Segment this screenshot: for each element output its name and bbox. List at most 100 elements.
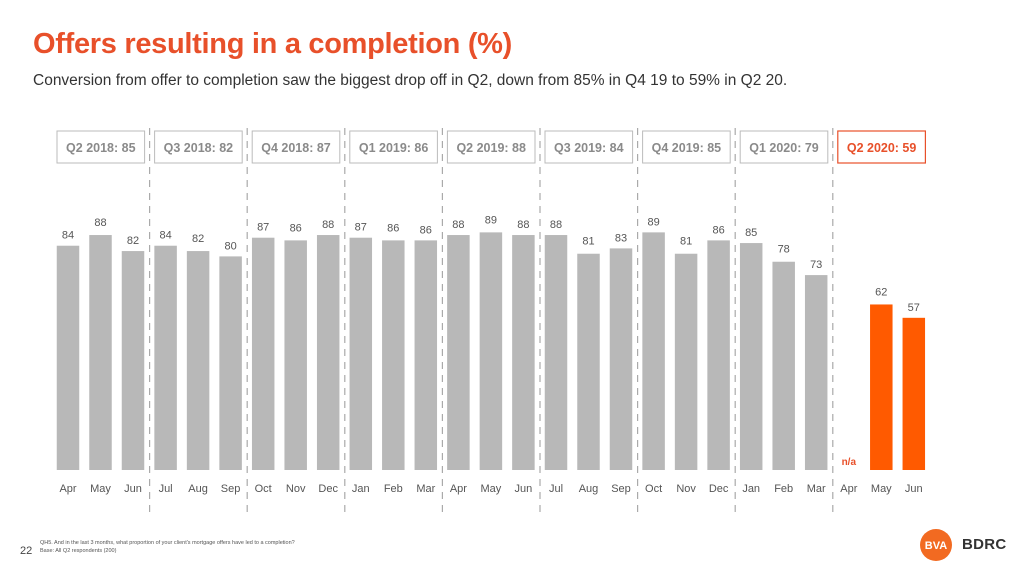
data-label: 81 xyxy=(582,236,594,248)
month-label: Aug xyxy=(579,483,599,495)
company-logo: BVA BDRC xyxy=(918,528,1014,562)
month-label: May xyxy=(90,483,111,495)
quarter-box xyxy=(446,130,536,164)
bar xyxy=(674,253,698,470)
logo-text: BDRC xyxy=(962,536,1007,553)
data-label: 89 xyxy=(485,214,497,226)
footnote-question: QH5. And in the last 3 months, what prop… xyxy=(40,540,295,546)
bar xyxy=(902,317,926,470)
month-label: Jun xyxy=(515,483,533,495)
bar xyxy=(121,251,145,470)
data-label: 57 xyxy=(908,302,920,314)
bar xyxy=(642,232,665,470)
quarter-label: Q2 2019: 88 xyxy=(456,141,526,155)
footnote-base: Base: All Q2 respondents (200) xyxy=(40,548,117,554)
missing-value-label: n/a xyxy=(842,457,857,468)
data-label: 84 xyxy=(62,230,74,242)
month-label: Jun xyxy=(905,483,923,495)
data-label: 88 xyxy=(550,219,562,231)
page-subtitle: Conversion from offer to completion saw … xyxy=(33,72,788,89)
month-label: Mar xyxy=(807,483,826,495)
month-label: Feb xyxy=(384,483,403,495)
data-label: 88 xyxy=(452,219,464,231)
month-label: Jul xyxy=(159,483,173,495)
logo-mark-icon: BVA xyxy=(920,529,952,561)
bar xyxy=(316,235,340,470)
bar xyxy=(382,240,405,470)
data-label: 80 xyxy=(224,240,236,252)
month-label: Jun xyxy=(124,483,142,495)
data-label: 86 xyxy=(712,224,724,236)
data-label: 88 xyxy=(517,219,529,231)
quarter-box xyxy=(154,130,243,164)
data-label: 87 xyxy=(257,222,269,234)
month-label: Dec xyxy=(709,483,729,495)
quarter-label: Q2 2018: 85 xyxy=(66,141,136,155)
quarter-label: Q1 2020: 79 xyxy=(749,141,819,155)
quarter-label: Q3 2018: 82 xyxy=(164,141,234,155)
bar xyxy=(56,245,80,470)
month-label: Apr xyxy=(840,483,857,495)
data-label: 88 xyxy=(94,217,106,229)
quarter-label: Q3 2019: 84 xyxy=(554,141,624,155)
data-label: 82 xyxy=(127,235,139,247)
quarter-label: Q4 2019: 85 xyxy=(652,141,722,155)
bar xyxy=(349,237,373,470)
month-label: Apr xyxy=(59,483,76,495)
bar xyxy=(609,248,633,470)
bar xyxy=(219,256,242,470)
month-label: Aug xyxy=(188,483,208,495)
bar xyxy=(479,232,503,470)
bar xyxy=(707,240,730,470)
bar xyxy=(870,304,893,470)
quarter-box xyxy=(56,130,146,164)
page-title: Offers resulting in a completion (%) xyxy=(33,28,513,60)
quarter-box xyxy=(642,130,731,164)
data-label: 89 xyxy=(647,216,659,228)
data-label: 86 xyxy=(387,222,399,234)
quarter-box xyxy=(837,130,926,164)
data-label: 78 xyxy=(778,244,790,256)
quarter-label: Q2 2020: 59 xyxy=(847,141,917,155)
data-label: 86 xyxy=(420,224,432,236)
page-number: 22 xyxy=(20,545,33,557)
month-label: Dec xyxy=(318,483,338,495)
quarter-box xyxy=(739,130,829,164)
month-label: May xyxy=(871,483,892,495)
month-label: May xyxy=(481,483,502,495)
month-label: Oct xyxy=(645,483,662,495)
month-label: Jul xyxy=(549,483,563,495)
data-label: 87 xyxy=(355,222,367,234)
data-label: 86 xyxy=(290,222,302,234)
data-label: 88 xyxy=(322,219,334,231)
bar xyxy=(804,275,828,470)
quarter-box xyxy=(544,130,634,164)
quarter-label: Q1 2019: 86 xyxy=(359,141,429,155)
bar xyxy=(251,237,275,470)
bar xyxy=(447,235,470,470)
month-label: Nov xyxy=(286,483,306,495)
bar xyxy=(186,251,210,470)
data-label: 85 xyxy=(745,227,757,239)
month-label: Mar xyxy=(416,483,435,495)
data-label: 82 xyxy=(192,233,204,245)
data-label: 62 xyxy=(875,286,887,298)
logo-mark-text: BVA xyxy=(925,540,947,552)
data-label: 73 xyxy=(810,259,822,271)
month-label: Apr xyxy=(450,483,467,495)
bar xyxy=(544,235,568,470)
bar-chart: Q2 2018: 85 Apr 84 May 88 Jun 82 Q3 2018: 82 Jul… xyxy=(56,128,926,518)
month-label: Oct xyxy=(255,483,272,495)
bar xyxy=(772,261,795,470)
bar xyxy=(284,240,307,470)
bar xyxy=(577,253,600,470)
quarter-label: Q4 2018: 87 xyxy=(261,141,331,155)
bar xyxy=(512,235,535,470)
bar xyxy=(154,245,177,470)
month-label: Jan xyxy=(742,483,760,495)
bar xyxy=(739,243,763,470)
month-label: Sep xyxy=(221,483,241,495)
bar xyxy=(414,240,438,470)
quarter-box xyxy=(349,130,438,164)
data-label: 83 xyxy=(615,232,627,244)
